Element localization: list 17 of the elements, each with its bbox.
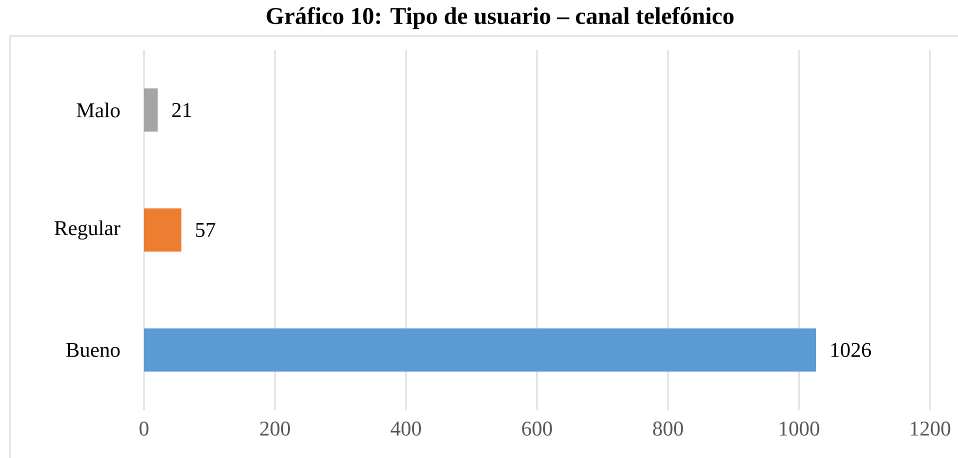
bar [144,88,158,132]
x-tick-label: 400 [390,422,421,436]
y-tick-label: Regular [54,220,120,240]
y-tick-label: Malo [76,102,120,118]
data-label: 57 [196,223,216,237]
x-tick-label: 800 [653,422,683,436]
data-label: 21 [172,103,192,117]
x-tick-label: 200 [260,422,290,436]
y-tick-label: Bueno [66,343,120,357]
bar [144,328,816,372]
x-tick-label: 0 [140,422,148,436]
chart-title: Gráfico 10: Tipo de usuario – canal telefónico [266,7,734,30]
data-label: 1026 [831,342,871,358]
x-tick-label: 600 [522,422,552,436]
x-tick-label: 1200 [910,422,950,436]
bar [144,208,182,252]
x-tick-label: 1000 [780,422,820,436]
